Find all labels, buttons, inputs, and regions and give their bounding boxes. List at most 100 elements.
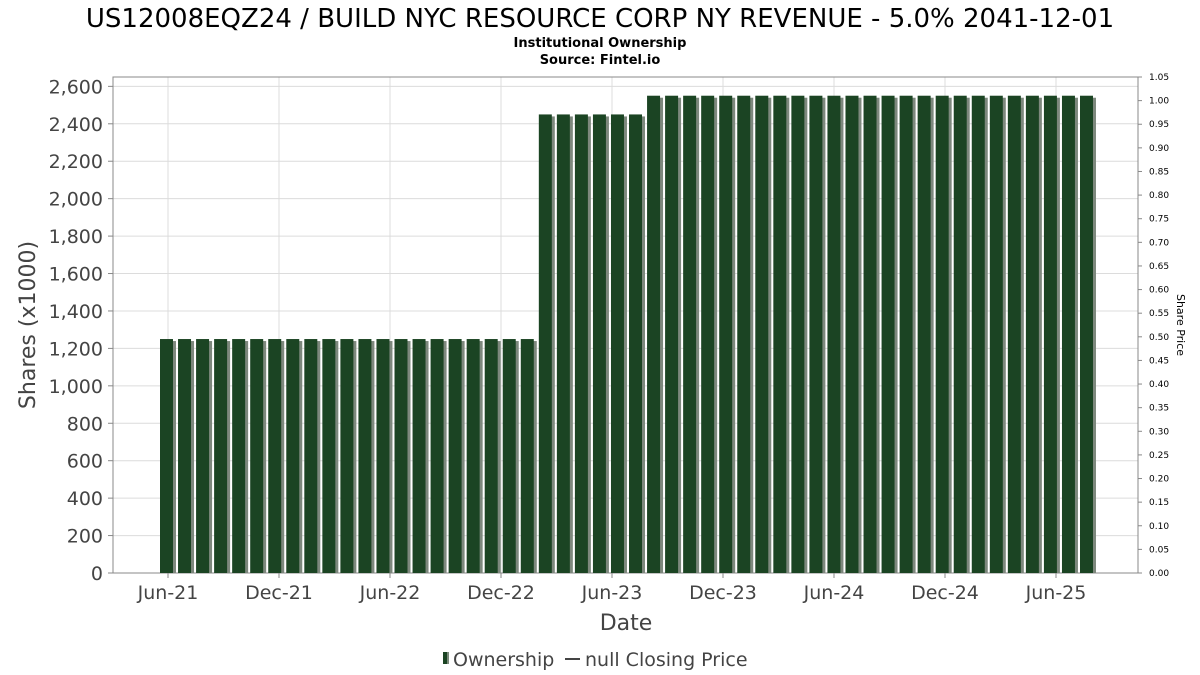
x-axis-label: Date (600, 611, 653, 636)
x-tick-label: Jun-23 (581, 582, 643, 604)
y2-tick-label: 0.70 (1149, 238, 1169, 248)
bar (773, 95, 787, 573)
y2-tick-label: 0.05 (1149, 545, 1169, 555)
bar (610, 114, 624, 573)
x-tick-label: Jun-22 (359, 582, 421, 604)
bar (971, 95, 985, 573)
bar (647, 95, 661, 573)
bar (268, 339, 282, 573)
bar (286, 339, 300, 573)
x-tick-label: Dec-21 (245, 582, 313, 604)
bar (737, 95, 751, 573)
bar (250, 339, 264, 573)
y-tick-label: 1,800 (49, 226, 103, 248)
y2-tick-label: 0.85 (1149, 167, 1169, 177)
y2-tick-label: 0.75 (1149, 215, 1169, 225)
bar (340, 339, 354, 573)
bar (466, 339, 480, 573)
bar (701, 95, 715, 573)
bar (1007, 95, 1021, 573)
y2-tick-label: 1.05 (1149, 73, 1169, 83)
bar (1080, 95, 1093, 573)
bar (304, 339, 318, 573)
y-tick-label: 400 (67, 488, 103, 510)
bar (394, 339, 408, 573)
bar (160, 339, 173, 573)
bar (845, 95, 859, 573)
bar (574, 114, 588, 573)
x-axis-ticks: Jun-21 Dec-21 Jun-22 Dec-22 Jun-23 Dec-23 Jun-… (137, 573, 1086, 604)
y-tick-label: 2,200 (49, 151, 103, 173)
legend-swatch-ownership-shadow (447, 652, 449, 664)
bar (178, 339, 192, 573)
bar (1025, 95, 1039, 573)
bar (556, 114, 570, 573)
bar (448, 339, 462, 573)
x-tick-label: Dec-22 (467, 582, 535, 604)
chart-title: US12008EQZ24 / BUILD NYC RESOURCE CORP N… (86, 4, 1114, 34)
y-tick-label: 1,000 (49, 376, 103, 398)
bar (232, 339, 246, 573)
y2-tick-label: 0.40 (1149, 380, 1169, 390)
y2-tick-label: 0.90 (1149, 144, 1169, 154)
bar (430, 339, 444, 573)
y-tick-label: 200 (67, 526, 103, 548)
bar (538, 114, 552, 573)
bar (791, 95, 805, 573)
bar (719, 95, 733, 573)
bar (196, 339, 210, 573)
bar (953, 95, 967, 573)
bar (899, 95, 913, 573)
bar (1043, 95, 1057, 573)
bar (917, 95, 931, 573)
chart-source: Source: Fintel.io (540, 53, 661, 68)
bar (322, 339, 336, 573)
legend-label-closing-price: null Closing Price (585, 649, 748, 671)
y2-tick-label: 0.30 (1149, 427, 1169, 437)
bar (214, 339, 228, 573)
x-tick-label: Dec-24 (911, 582, 979, 604)
x-tick-label: Jun-24 (803, 582, 865, 604)
bar (863, 95, 877, 573)
y2-tick-label: 0.65 (1149, 262, 1169, 272)
y-tick-label: 1,600 (49, 264, 103, 286)
y2-tick-label: 1.00 (1149, 97, 1169, 107)
bar (629, 114, 643, 573)
y-tick-label: 600 (67, 451, 103, 473)
y-tick-label: 1,200 (49, 338, 103, 360)
y2-tick-label: 0.95 (1149, 120, 1169, 130)
y2-axis-label: Share Price (1174, 294, 1187, 356)
bar (592, 114, 606, 573)
x-tick-label: Jun-21 (137, 582, 199, 604)
bar (412, 339, 426, 573)
y2-tick-label: 0.45 (1149, 356, 1169, 366)
bar (881, 95, 895, 573)
bar (827, 95, 841, 573)
y2-tick-label: 0.20 (1149, 475, 1169, 485)
y-tick-label: 1,400 (49, 301, 103, 323)
bar (935, 95, 949, 573)
bar (1061, 95, 1075, 573)
y2-tick-label: 0.10 (1149, 522, 1169, 532)
y2-tick-label: 0.35 (1149, 404, 1169, 414)
y2-axis-ticks: 0.00 0.05 0.10 0.15 0.20 0.25 0.30 0.35 0.40 0.45… (1138, 73, 1169, 579)
y2-tick-label: 0.50 (1149, 333, 1169, 343)
chart-subtitle: Institutional Ownership (514, 36, 687, 51)
bar (502, 339, 516, 573)
bar (683, 95, 697, 573)
bar (989, 95, 1003, 573)
y-tick-label: 800 (67, 413, 103, 435)
bar (809, 95, 823, 573)
y2-tick-label: 0.55 (1149, 309, 1169, 319)
y-tick-label: 2,000 (49, 189, 103, 211)
bar (358, 339, 372, 573)
legend-swatch-ownership (443, 652, 447, 664)
bar (755, 95, 769, 573)
y-tick-label: 2,600 (49, 76, 103, 98)
y-axis-label: Shares (x1000) (16, 241, 41, 409)
y-tick-label: 2,400 (49, 114, 103, 136)
bar (520, 339, 534, 573)
bar (376, 339, 390, 573)
y2-tick-label: 0.80 (1149, 191, 1169, 201)
